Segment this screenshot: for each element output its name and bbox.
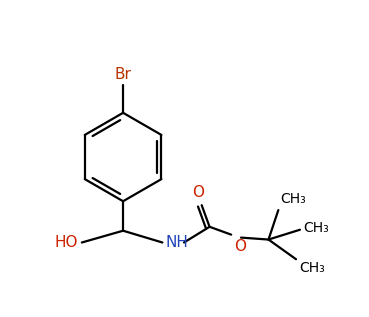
- Text: O: O: [234, 239, 246, 254]
- Text: O: O: [192, 185, 204, 200]
- Text: Br: Br: [115, 67, 131, 82]
- Text: CH₃: CH₃: [303, 221, 329, 235]
- Text: CH₃: CH₃: [280, 192, 306, 206]
- Text: CH₃: CH₃: [299, 261, 325, 275]
- Text: NH: NH: [165, 235, 188, 250]
- Text: HO: HO: [54, 235, 78, 250]
